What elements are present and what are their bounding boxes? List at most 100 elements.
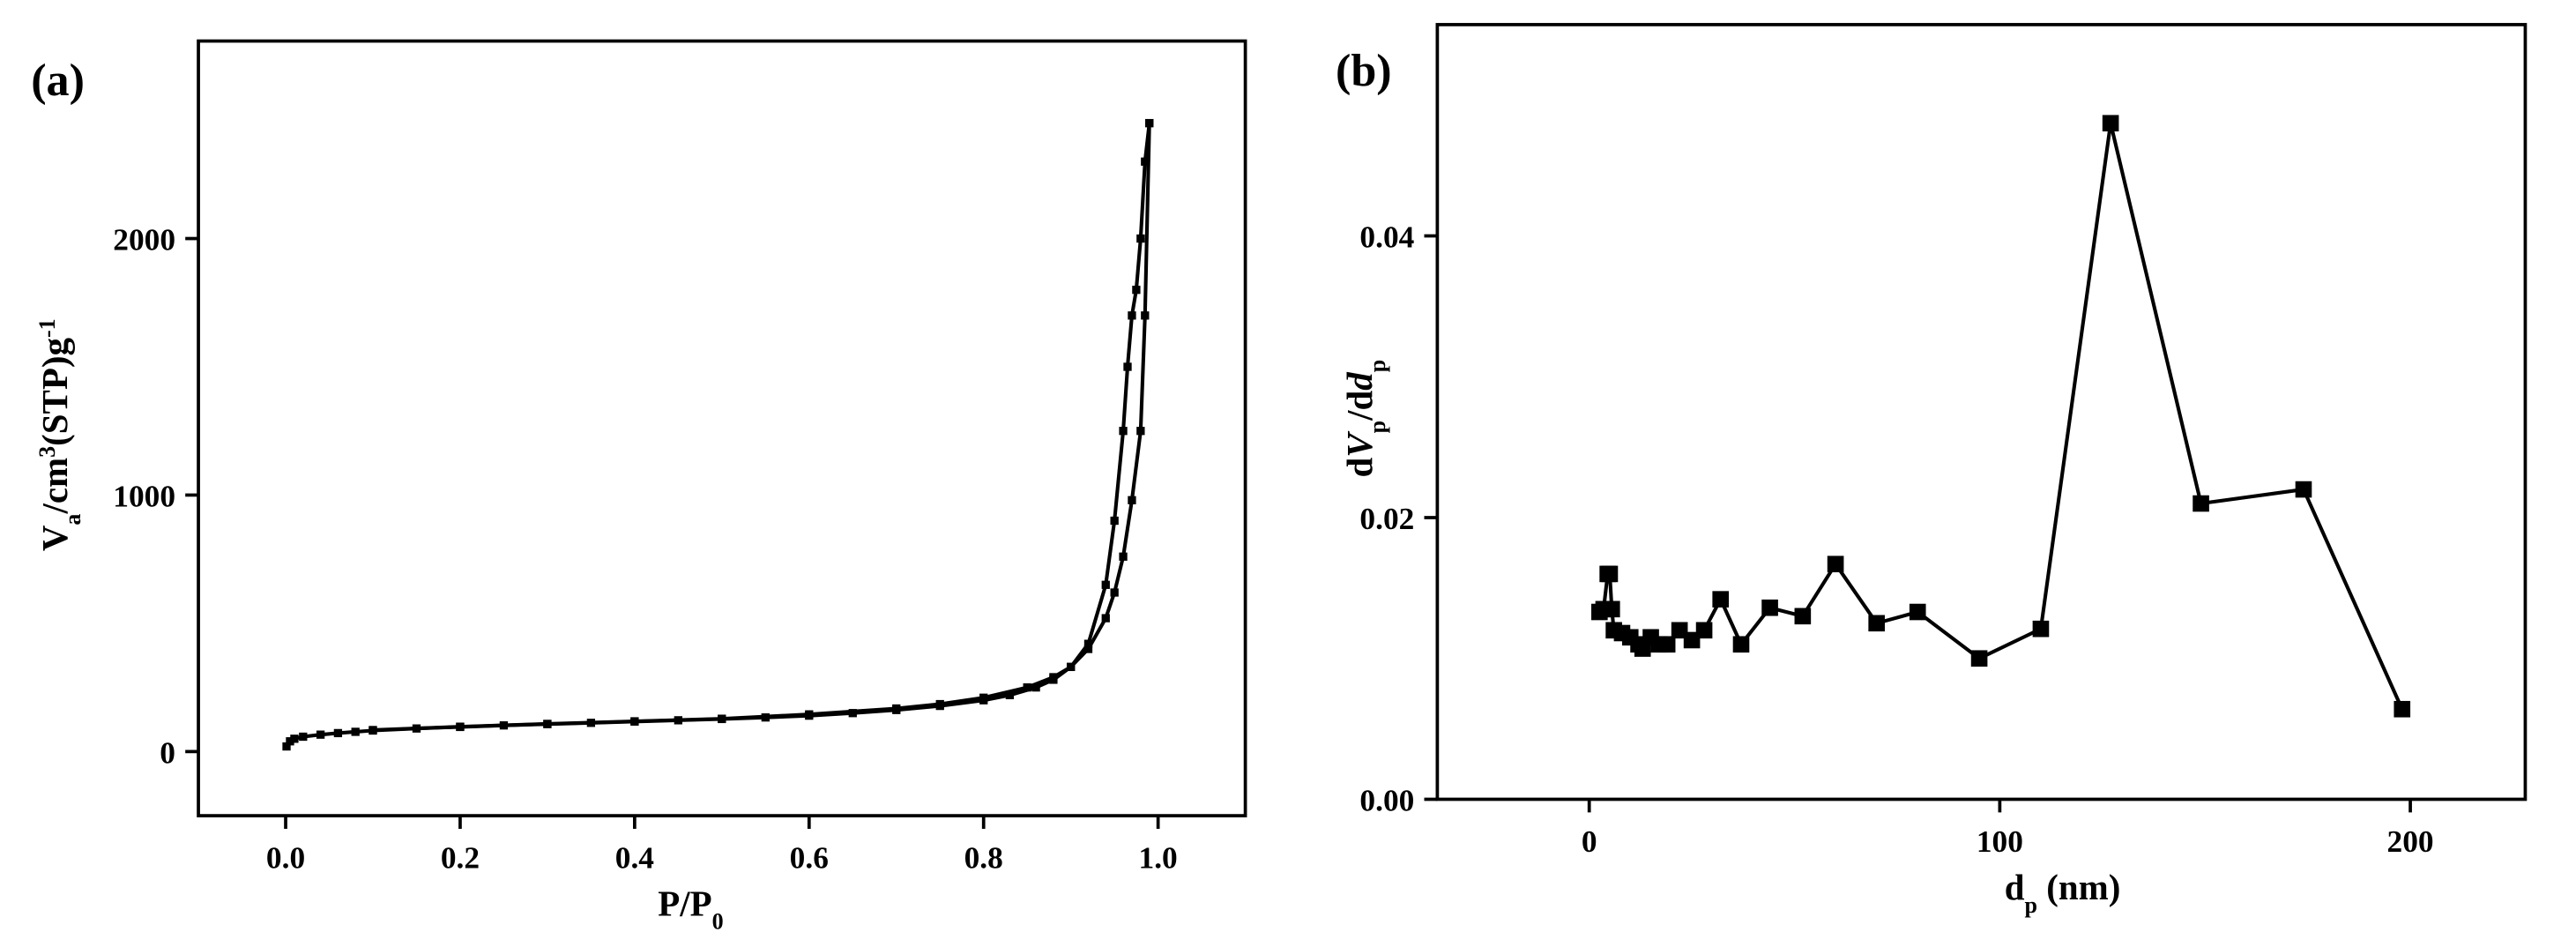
label-part: -1 [34, 318, 60, 338]
data-point [1128, 496, 1136, 504]
data-point [892, 704, 901, 713]
label-part: 0 [712, 908, 724, 934]
data-point [1083, 639, 1093, 648]
x-tick-label: 0 [1582, 824, 1597, 859]
label-part: p [2025, 892, 2038, 918]
data-point [1101, 580, 1110, 589]
x-tick-label: 0.2 [441, 840, 480, 876]
data-point [543, 720, 552, 728]
data-point [456, 722, 465, 731]
y-tick-label: 0.04 [1359, 220, 1414, 255]
data-point [1141, 311, 1150, 320]
data-point [333, 728, 343, 738]
data-point [286, 737, 294, 746]
label-part: d [2005, 868, 2025, 907]
data-point [1603, 600, 1620, 618]
x-tick-label: 200 [2387, 824, 2434, 859]
data-point [1067, 662, 1076, 672]
data-point [1683, 631, 1701, 649]
data-point [1141, 157, 1150, 166]
data-point [1761, 599, 1778, 616]
label-part: (nm) [2037, 868, 2120, 907]
data-point [1049, 673, 1058, 682]
y-tick-label: 1000 [113, 478, 175, 513]
data-point [1119, 552, 1128, 561]
label-part: /cm [35, 458, 75, 515]
data-point [369, 726, 377, 734]
label-part: a [60, 514, 86, 526]
data-point [1732, 636, 1750, 653]
x-axis-label: dp (nm) [2005, 868, 2121, 917]
data-point [1136, 234, 1145, 243]
data-point [1083, 645, 1093, 653]
y-tick-label: 0.00 [1359, 783, 1414, 818]
x-axis-label: P/P0 [658, 884, 723, 934]
data-point [290, 734, 299, 743]
x-tick-label: 0.0 [266, 840, 305, 876]
data-point [1132, 286, 1141, 295]
y-tick-label: 0.02 [1359, 501, 1414, 536]
data-point [1794, 608, 1812, 625]
data-line [1598, 121, 2404, 711]
panel-label: (b) [1336, 46, 1392, 96]
x-tick-label: 0.8 [964, 840, 1003, 876]
x-tick-label: 0.4 [615, 840, 655, 876]
x-tick-label: 1.0 [1139, 840, 1178, 876]
panel-label: (a) [31, 56, 85, 106]
data-point [1658, 636, 1676, 653]
label-part: P/P [658, 884, 711, 924]
plot-frame [1435, 23, 2528, 802]
label-part: /d [1340, 391, 1380, 421]
label-part: p [1364, 360, 1389, 373]
data-point [282, 742, 291, 751]
label-part: V [1340, 430, 1380, 458]
data-point [2394, 700, 2411, 718]
plot-frame [197, 39, 1247, 817]
x-tick-label: 0.6 [790, 840, 829, 876]
data-point [2193, 495, 2209, 512]
data-point [979, 693, 988, 702]
y-tick-label: 2000 [113, 222, 175, 257]
data-point [1110, 516, 1119, 526]
data-point [630, 717, 639, 726]
data-point [1119, 427, 1128, 436]
data-point [1827, 556, 1844, 573]
data-point [1023, 682, 1031, 692]
data-point [1909, 603, 1926, 621]
data-point [1128, 311, 1136, 320]
label-part: d [1340, 458, 1380, 478]
data-point [316, 730, 325, 739]
data-point [1145, 118, 1154, 128]
data-point [935, 699, 944, 709]
data-point [1868, 615, 1885, 632]
label-part: d [1340, 372, 1380, 391]
data-point [805, 710, 814, 719]
data-point [1005, 690, 1015, 700]
data-point [299, 732, 308, 742]
data-point [2032, 620, 2050, 638]
label-part: (STP)g [35, 338, 75, 446]
y-axis-label: Va/cm3(STP)g-1 [34, 318, 86, 551]
data-point [2102, 115, 2119, 132]
data-point [1031, 682, 1040, 692]
data-point [1695, 622, 1713, 639]
data-point [1601, 565, 1619, 583]
x-tick-label: 100 [1977, 824, 2023, 859]
data-point [718, 714, 726, 723]
data-point [1123, 362, 1132, 371]
data-point [1101, 614, 1110, 623]
data-point [1110, 588, 1119, 597]
data-point [351, 727, 360, 736]
data-point [1970, 650, 1988, 667]
label-part: p [1364, 421, 1389, 434]
label-part: 3 [34, 446, 60, 458]
y-axis-label: dVp/ddp [1340, 360, 1390, 478]
label-part: V [35, 525, 75, 551]
data-point [2295, 481, 2312, 498]
data-point [1136, 427, 1145, 436]
y-tick-label: 0 [160, 734, 175, 770]
data-line [285, 123, 1151, 748]
data-point [1671, 622, 1688, 639]
